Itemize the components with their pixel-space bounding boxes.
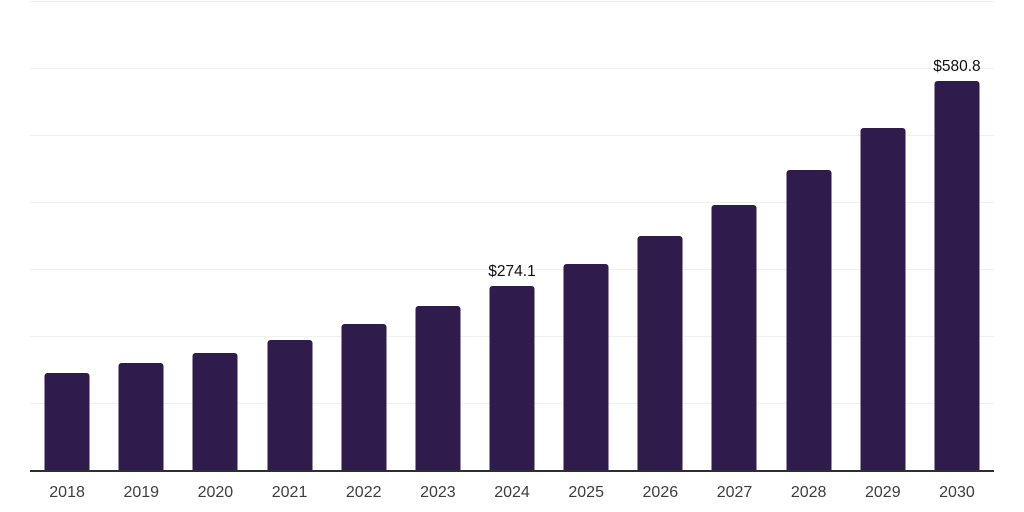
- x-tick-label-2024: 2024: [494, 484, 530, 501]
- bar-column-2024: $274.1: [475, 0, 549, 470]
- bar-column-2020: [178, 0, 252, 470]
- bar-2020: [192, 352, 238, 470]
- bar-column-2029: [846, 0, 920, 470]
- x-tick-label-2027: 2027: [716, 484, 753, 501]
- x-tick-label-2029: 2029: [865, 484, 901, 501]
- bar-column-2027: [697, 0, 771, 470]
- bar-2023: [415, 305, 461, 470]
- x-tick-label-2028: 2028: [790, 484, 827, 501]
- bar-column-2030: $580.8: [920, 0, 994, 470]
- bar-2022: [341, 324, 387, 470]
- x-tick-label-2022: 2022: [345, 484, 382, 501]
- bar-column-2028: [772, 0, 846, 470]
- x-tick-label-2020: 2020: [197, 484, 234, 501]
- bar-column-2023: [401, 0, 475, 470]
- bar-value-label-2024: $274.1: [488, 263, 536, 281]
- x-tick-label-2021: 2021: [271, 484, 308, 501]
- bar-2028: [786, 170, 832, 470]
- gridline-600: [30, 68, 994, 69]
- bar-2025: [563, 263, 609, 470]
- bar-2029: [860, 127, 906, 470]
- bar-2026: [637, 236, 683, 470]
- x-axis-line: [30, 470, 994, 472]
- bars-group: $274.1 $580.8: [30, 0, 994, 470]
- bar-column-2018: [30, 0, 104, 470]
- bar-column-2025: [549, 0, 623, 470]
- bar-2024: [489, 286, 535, 470]
- x-tick-label-2030: 2030: [939, 484, 975, 501]
- bar-2021: [267, 339, 313, 470]
- bar-2027: [711, 205, 757, 470]
- gridline-400: [30, 202, 994, 203]
- gridline-300: [30, 269, 994, 270]
- x-tick-label-2018: 2018: [49, 484, 85, 501]
- bar-2019: [118, 363, 164, 470]
- bar-column-2026: [623, 0, 697, 470]
- bar-value-label-2030: $580.8: [933, 57, 981, 75]
- bar-2030: [934, 80, 980, 470]
- gridline-700: [30, 1, 994, 2]
- x-tick-label-2025: 2025: [568, 484, 604, 501]
- x-axis-labels: 2018 2019 2020 2021 2022 2023 2024 2025 2026 2027…: [30, 484, 994, 502]
- x-tick-label-2019: 2019: [123, 484, 160, 501]
- bar-column-2019: [104, 0, 178, 470]
- x-tick-label-2023: 2023: [420, 484, 456, 501]
- bar-column-2021: [252, 0, 326, 470]
- gridline-500: [30, 135, 994, 136]
- bar-column-2022: [327, 0, 401, 470]
- bar-2018: [44, 372, 90, 470]
- x-tick-label-2026: 2026: [642, 484, 679, 501]
- plot-area: $274.1 $580.8: [30, 0, 994, 470]
